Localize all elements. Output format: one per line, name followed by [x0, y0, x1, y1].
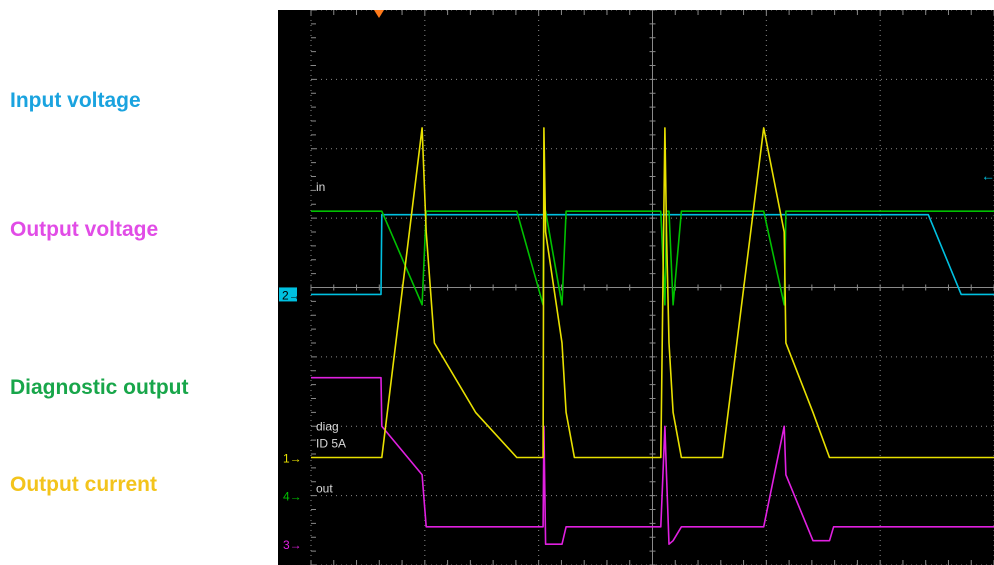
oscilloscope-display: 2→ 3→ 4→ 1→ in out diag ID 5A ←: [278, 10, 994, 565]
trace-label: diag: [316, 419, 339, 433]
channel-marker-label: 1→: [283, 451, 302, 465]
label-input-voltage: Input voltage: [10, 89, 141, 112]
trigger-marker: [374, 10, 384, 18]
trace-out: [311, 376, 994, 545]
label-output-current: Output current: [10, 473, 157, 496]
channel-marker-label: 3→: [283, 538, 302, 552]
offscreen-arrow: ←: [981, 168, 994, 184]
trace-label: ID 5A: [316, 437, 346, 451]
trace-label: in: [316, 180, 325, 194]
oscilloscope-chart: 2→ 3→ 4→ 1→ in out diag ID 5A ←: [279, 10, 994, 565]
channel-marker-box: [279, 287, 297, 302]
trace-in: [311, 213, 994, 296]
trace-label: out: [316, 482, 333, 496]
label-diagnostic-output: Diagnostic output: [10, 376, 189, 399]
trace-diag: [311, 210, 994, 306]
label-output-voltage: Output voltage: [10, 218, 159, 241]
channel-marker-label: 2→: [282, 288, 301, 302]
channel-marker-label: 4→: [283, 490, 302, 504]
trace-id-5a: [311, 127, 994, 459]
